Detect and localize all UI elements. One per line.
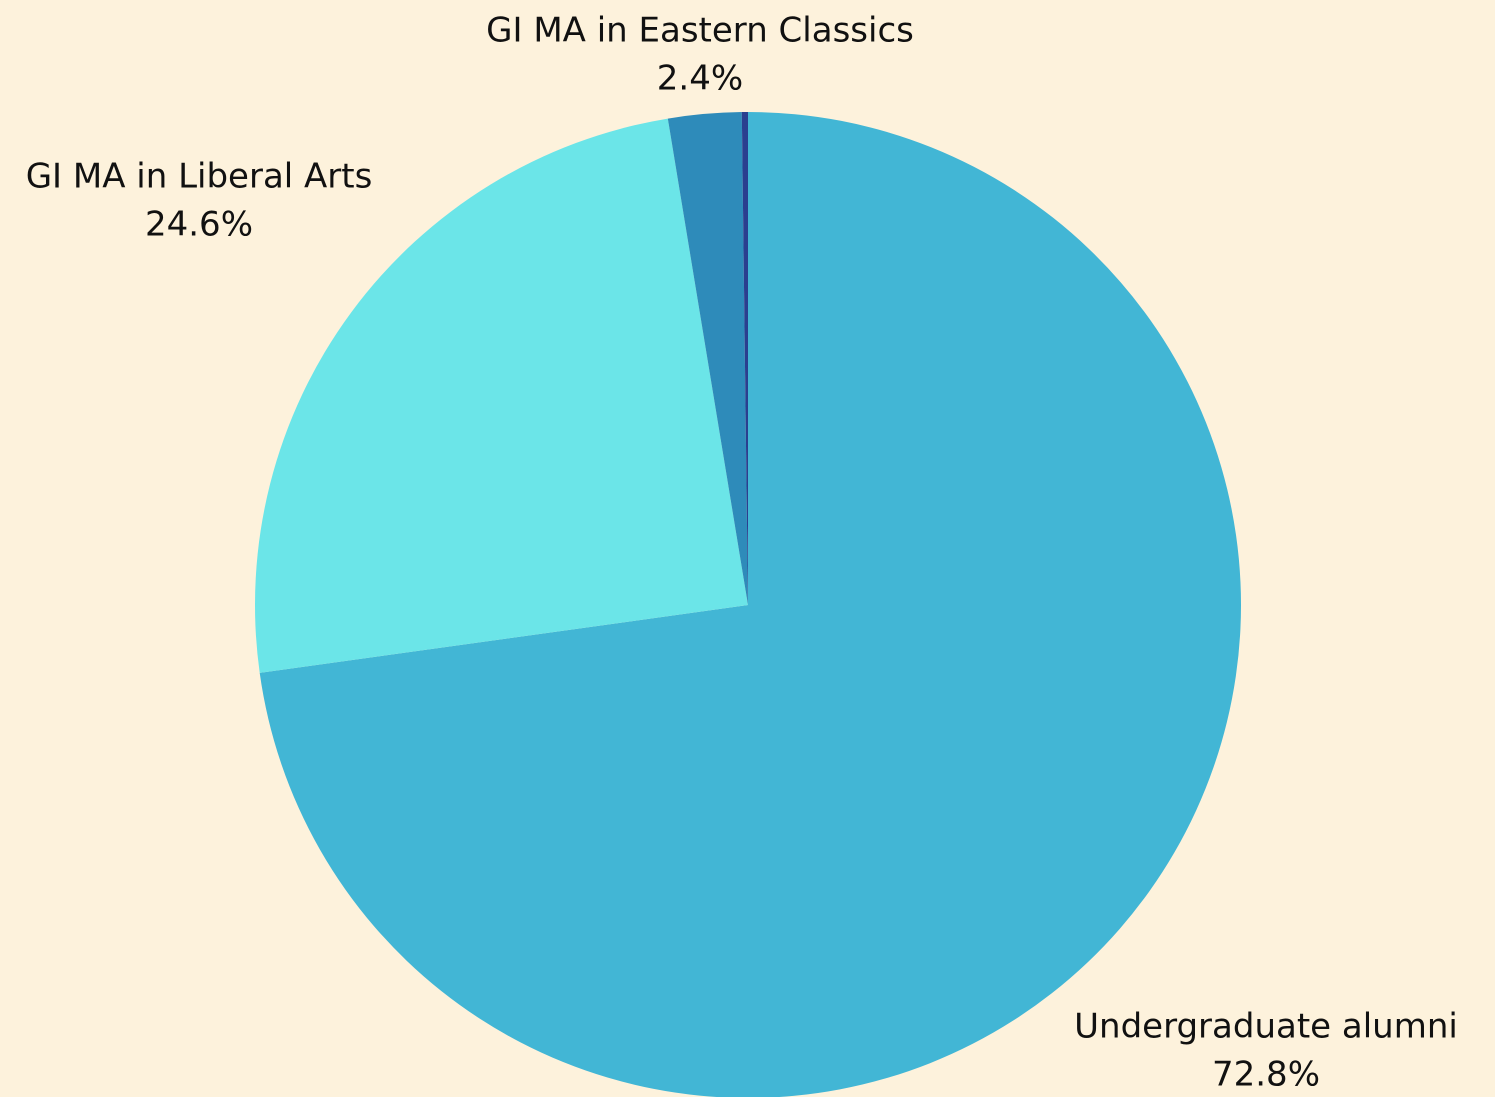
slice-value-label: 24.6%	[145, 205, 253, 245]
slice-label: GI MA in Liberal Arts	[26, 157, 373, 197]
slice-label: Undergraduate alumni	[1074, 1007, 1458, 1047]
pie-slice	[667, 112, 748, 605]
slice-label: GI MA in Eastern Classics	[486, 11, 914, 51]
pie-slice	[255, 118, 748, 673]
pie-slice	[741, 112, 748, 605]
slice-value-label: 72.8%	[1212, 1055, 1320, 1095]
slice-value-label: 2.4%	[657, 59, 743, 99]
pie-slice	[259, 112, 1241, 1097]
